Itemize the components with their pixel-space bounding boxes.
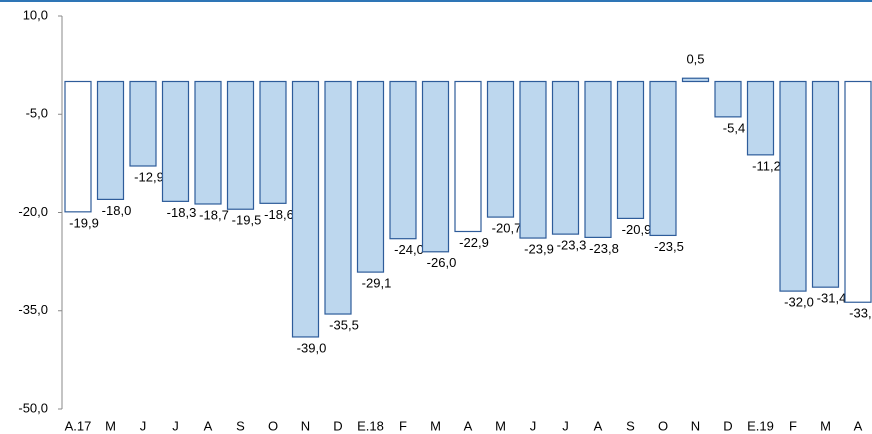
x-tick-label: M — [105, 418, 116, 433]
value-label: -32,0 — [784, 295, 814, 310]
value-label: -35,5 — [329, 317, 359, 332]
bar — [584, 80, 612, 238]
y-tick-label: -5,0 — [26, 106, 48, 121]
bar — [811, 80, 840, 288]
bar — [324, 80, 352, 315]
y-tick-label: -35,0 — [18, 302, 48, 317]
bar — [681, 77, 710, 83]
bar — [616, 80, 645, 219]
value-label: -11,2 — [752, 158, 781, 173]
x-tick-label: J — [562, 418, 569, 433]
bar — [226, 80, 255, 210]
value-label: -24,0 — [394, 242, 424, 257]
value-label: 0,5 — [686, 52, 704, 67]
value-label: -19,5 — [232, 213, 262, 228]
value-label: -18,7 — [199, 207, 229, 222]
bar — [389, 80, 417, 240]
bar — [844, 80, 872, 303]
bar — [519, 80, 547, 239]
x-tick-label: S — [626, 418, 635, 433]
value-label: -33,7 — [849, 306, 872, 321]
x-tick-label: E.19 — [747, 418, 774, 433]
x-tick-label: F — [789, 418, 797, 433]
bar — [779, 80, 807, 292]
x-tick-label: J — [530, 418, 537, 433]
x-tick-label: M — [820, 418, 831, 433]
x-tick-label: F — [399, 418, 407, 433]
value-label: -23,9 — [524, 241, 554, 256]
value-label: -23,8 — [589, 241, 619, 256]
x-tick-label: E.18 — [357, 418, 384, 433]
value-label: -12,9 — [134, 169, 164, 184]
value-label: -26,0 — [427, 255, 457, 270]
bar — [161, 80, 190, 202]
bar — [129, 80, 157, 167]
bar — [194, 80, 222, 205]
x-tick-label: S — [236, 418, 245, 433]
x-tick-label: M — [430, 418, 441, 433]
x-tick-label: A — [464, 418, 473, 433]
y-tick-label: 10,0 — [23, 7, 48, 22]
bar — [714, 80, 742, 118]
value-label: -22,9 — [459, 235, 489, 250]
value-label: -20,7 — [492, 221, 522, 236]
x-tick-label: A.17 — [65, 418, 92, 433]
x-tick-label: O — [268, 418, 278, 433]
x-tick-label: A — [854, 418, 863, 433]
value-label: -19,9 — [69, 215, 99, 230]
bar — [421, 80, 450, 253]
x-tick-label: J — [140, 418, 147, 433]
value-label: -5,4 — [723, 120, 745, 135]
y-tick-label: -20,0 — [18, 204, 48, 219]
x-tick-label: N — [301, 418, 310, 433]
x-tick-label: M — [495, 418, 506, 433]
bar — [291, 80, 320, 338]
x-tick-label: D — [333, 418, 342, 433]
bar — [64, 80, 92, 213]
bar — [259, 80, 287, 204]
x-tick-label: N — [691, 418, 700, 433]
value-label: -18,0 — [102, 203, 132, 218]
value-label: -18,3 — [167, 205, 197, 220]
bar — [551, 80, 580, 235]
value-label: -31,4 — [817, 291, 847, 306]
x-tick-label: A — [594, 418, 603, 433]
value-label: -23,3 — [557, 238, 587, 253]
y-tick-label: -50,0 — [18, 400, 48, 415]
x-tick-label: D — [723, 418, 732, 433]
x-tick-label: O — [658, 418, 668, 433]
x-tick-label: J — [172, 418, 179, 433]
value-label: -18,6 — [264, 207, 294, 222]
value-label: -29,1 — [362, 276, 392, 291]
bar — [96, 80, 125, 201]
bar — [649, 80, 677, 237]
value-label: -23,5 — [654, 239, 684, 254]
value-label: -39,0 — [297, 340, 327, 355]
bar — [746, 80, 775, 156]
bar — [356, 80, 385, 273]
bar — [454, 80, 482, 233]
value-label: -20,9 — [622, 222, 652, 237]
bar — [486, 80, 515, 218]
x-tick-label: A — [204, 418, 213, 433]
